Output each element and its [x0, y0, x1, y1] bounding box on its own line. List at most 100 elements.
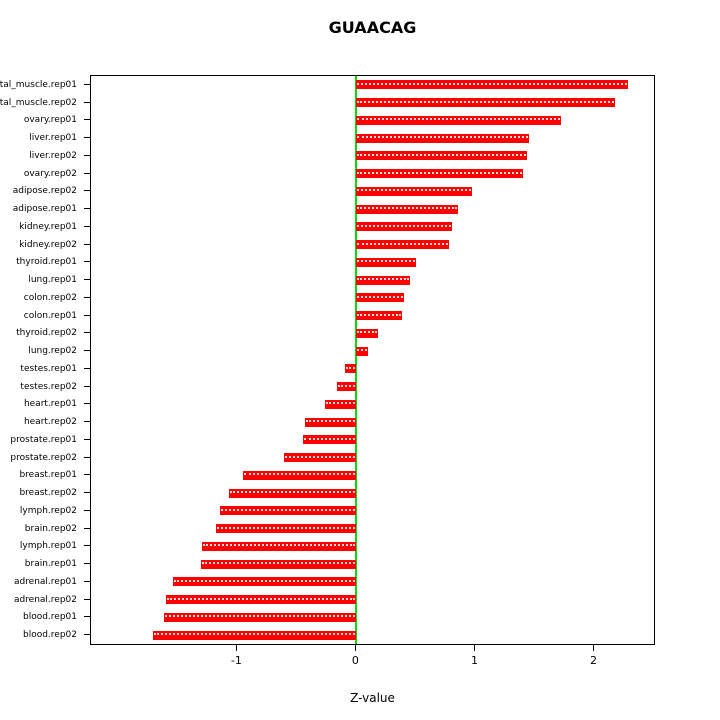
y-tick-mark: [84, 616, 90, 618]
y-tick-mark: [84, 580, 90, 582]
y-tick-label: brain.rep01: [24, 559, 77, 570]
bar: [356, 293, 405, 303]
bar-pattern: [338, 384, 356, 387]
y-tick-mark: [84, 101, 90, 103]
bar: [356, 275, 410, 285]
bar-pattern: [326, 402, 356, 405]
y-tick-label: liver.rep01: [29, 133, 77, 144]
bar-pattern: [357, 331, 377, 334]
y-tick-mark: [84, 509, 90, 511]
x-tick-mark: [355, 645, 357, 651]
bar: [229, 488, 357, 498]
bar-pattern: [357, 153, 526, 156]
x-tick-mark: [236, 645, 238, 651]
bar-pattern: [216, 526, 356, 529]
y-tick-label: lymph.rep01: [19, 541, 77, 552]
y-tick-mark: [84, 527, 90, 529]
bar-pattern: [357, 224, 451, 227]
bar-pattern: [284, 455, 356, 458]
bar-pattern: [357, 189, 471, 192]
y-tick-mark: [84, 83, 90, 85]
bar-pattern: [230, 491, 356, 494]
y-tick-mark: [84, 190, 90, 192]
y-tick-label: thyroid.rep01: [16, 257, 77, 268]
bar: [200, 559, 357, 569]
bar: [243, 470, 357, 480]
bar-pattern: [164, 615, 356, 618]
bar: [356, 80, 628, 90]
y-tick-mark: [84, 492, 90, 494]
y-tick-mark: [84, 119, 90, 121]
y-tick-label: heart.rep02: [23, 417, 77, 428]
y-tick-mark: [84, 350, 90, 352]
y-tick-mark: [84, 172, 90, 174]
bar: [165, 595, 357, 605]
bar-pattern: [357, 313, 401, 316]
y-tick-label: brain.rep02: [24, 523, 77, 534]
y-tick-label: adipose.rep02: [12, 186, 77, 197]
y-tick-mark: [84, 208, 90, 210]
bar-pattern: [345, 366, 356, 369]
y-tick-label: testes.rep02: [20, 381, 77, 392]
bar: [356, 186, 472, 196]
y-tick-mark: [84, 403, 90, 405]
bar: [356, 257, 416, 267]
x-tick-label: 0: [351, 654, 359, 667]
bar: [344, 364, 357, 374]
y-tick-label: adrenal.rep02: [13, 594, 77, 605]
bar-pattern: [357, 207, 457, 210]
bar: [356, 115, 562, 125]
bar: [325, 399, 357, 409]
x-tick-label: 1: [470, 654, 478, 667]
bar: [305, 417, 357, 427]
bar-pattern: [306, 420, 356, 423]
y-tick-label: liver.rep02: [29, 150, 77, 161]
y-tick-mark: [84, 225, 90, 227]
x-tick-label: -1: [230, 654, 242, 667]
bar-pattern: [166, 597, 356, 600]
bar-pattern: [357, 171, 523, 174]
y-tick-label: heart.rep01: [23, 399, 77, 410]
y-tick-label: ovary.rep02: [23, 168, 77, 179]
y-tick-mark: [84, 279, 90, 281]
y-tick-label: kidney.rep01: [19, 221, 77, 232]
bar: [283, 453, 357, 463]
y-tick-label: prostate.rep01: [10, 434, 77, 445]
bar-pattern: [357, 82, 627, 85]
y-tick-label: testes.rep01: [20, 363, 77, 374]
y-tick-label: breast.rep01: [19, 470, 77, 481]
x-axis-title: Z-value: [350, 691, 395, 705]
y-tick-label: blood.rep02: [22, 630, 77, 641]
bar-pattern: [357, 118, 561, 121]
bar-pattern: [357, 260, 415, 263]
y-tick-label: breast.rep02: [19, 488, 77, 499]
y-tick-label: thyroid.rep02: [16, 328, 77, 339]
bar: [173, 577, 357, 587]
y-tick-label: ovary.rep01: [23, 115, 77, 126]
bar: [215, 524, 357, 534]
bar: [163, 612, 357, 622]
plot-area: [90, 75, 655, 645]
x-tick-mark: [593, 645, 595, 651]
y-tick-mark: [84, 598, 90, 600]
bar-pattern: [357, 100, 614, 103]
y-tick-label: colon.rep02: [23, 292, 77, 303]
y-tick-label: lung.rep01: [28, 275, 77, 286]
y-tick-mark: [84, 154, 90, 156]
bar-pattern: [357, 349, 368, 352]
bar: [356, 240, 450, 250]
bar-pattern: [357, 295, 404, 298]
y-tick-label: prostate.rep02: [10, 452, 77, 463]
y-tick-label: skeletal_muscle.rep01: [0, 79, 77, 90]
bar: [356, 151, 527, 161]
bar: [356, 222, 452, 232]
bar: [356, 98, 615, 108]
y-tick-mark: [84, 563, 90, 565]
y-tick-mark: [84, 474, 90, 476]
y-tick-mark: [84, 545, 90, 547]
y-tick-label: adipose.rep01: [12, 204, 77, 215]
y-tick-mark: [84, 634, 90, 636]
bar-pattern: [174, 579, 356, 582]
bar: [356, 328, 378, 338]
y-tick-mark: [84, 332, 90, 334]
